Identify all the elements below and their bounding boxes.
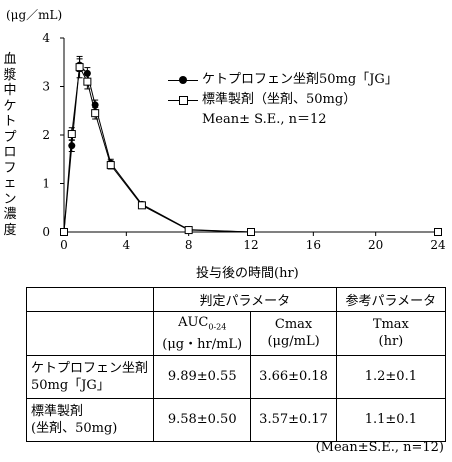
data-point-1-8 — [247, 228, 255, 236]
row-label-reference: 標準製剤 (坐剤、50mg) — [26, 397, 154, 442]
x-tick-label-0: 0 — [60, 238, 68, 252]
table-row: ケトプロフェン坐剤 50mg「JG」 9.89±0.55 3.66±0.18 1… — [26, 354, 447, 399]
table-corner-cell-2 — [26, 311, 154, 356]
cell-tmax-test: 1.2±0.1 — [335, 354, 447, 399]
y-axis-label: 血漿中ケトプロフェン濃度 — [3, 52, 17, 238]
col-header-auc-sub: 0-24 — [208, 322, 227, 332]
cell-cmax-test: 3.66±0.18 — [250, 354, 337, 399]
parameter-table: 判定パラメータ 参考パラメータ AUC0-24 (μg・hr/mL) Cmax … — [26, 287, 447, 442]
legend-label-test: ケトプロフェン坐剤50mg「JG」 — [202, 72, 398, 87]
data-point-0-1 — [68, 142, 76, 150]
data-point-1-9 — [434, 228, 442, 236]
table-corner-cell — [26, 287, 154, 312]
x-tick-label-4: 16 — [306, 238, 321, 252]
x-tick-label-5: 20 — [368, 238, 383, 252]
cell-cmax-reference: 3.57±0.17 — [250, 397, 337, 442]
col-header-tmax: Tmax (hr) — [335, 311, 447, 356]
table-column-header-row: AUC0-24 (μg・hr/mL) Cmax (μg/mL) Tmax (hr… — [26, 311, 447, 356]
data-point-1-0 — [60, 228, 68, 236]
data-point-0-3 — [83, 69, 91, 77]
legend-label-reference: 標準製剤（坐剤、50mg） — [202, 92, 357, 107]
x-tick-label-6: 24 — [430, 238, 446, 252]
x-tick-label-3: 12 — [243, 238, 258, 252]
x-tick-label-1: 4 — [123, 238, 131, 252]
data-point-1-3 — [83, 77, 92, 86]
col-header-cmax-main: Cmax — [274, 317, 313, 333]
cell-tmax-reference: 1.1±0.1 — [335, 397, 447, 442]
cell-auc-test: 9.89±0.55 — [152, 354, 252, 399]
cell-auc-reference: 9.58±0.50 — [152, 397, 252, 442]
open-square-marker-icon — [168, 95, 198, 105]
row-label-reference-line2: (坐剤、50mg) — [31, 420, 118, 436]
col-header-cmax-unit: (μg/mL) — [267, 334, 320, 350]
table-footnote: (Mean±S.E., n=12) — [315, 440, 444, 455]
col-header-auc-main: AUC — [178, 315, 209, 330]
col-header-tmax-unit: (hr) — [378, 334, 404, 350]
legend: ケトプロフェン坐剤50mg「JG」 標準製剤（坐剤、50mg） Mean± S.… — [168, 70, 398, 130]
col-header-cmax: Cmax (μg/mL) — [250, 311, 337, 356]
legend-note: Mean± S.E., n＝12 — [202, 112, 327, 127]
series-line-1 — [63, 65, 438, 233]
y-tick-label-1: 1 — [42, 177, 50, 191]
table-group-header-row: 判定パラメータ 参考パラメータ — [26, 287, 447, 312]
row-label-reference-line1: 標準製剤 — [31, 403, 84, 419]
group-header-judgement: 判定パラメータ — [153, 287, 337, 312]
col-header-tmax-main: Tmax — [372, 317, 409, 333]
data-point-1-7 — [184, 226, 193, 235]
legend-item-test: ケトプロフェン坐剤50mg「JG」 — [168, 70, 398, 90]
y-tick-label-3: 3 — [42, 80, 50, 94]
col-header-auc-unit: (μg・hr/mL) — [162, 336, 243, 352]
x-tick-label-2: 8 — [185, 238, 193, 252]
data-point-1-2 — [75, 63, 84, 72]
data-point-1-1 — [67, 130, 76, 139]
data-point-1-4 — [91, 109, 100, 118]
y-tick-label-0: 0 — [42, 225, 50, 239]
row-label-test-line2: 50mg「JG」 — [31, 377, 110, 393]
y-tick-label-2: 2 — [42, 128, 50, 142]
legend-item-reference: 標準製剤（坐剤、50mg） — [168, 90, 398, 110]
row-label-test: ケトプロフェン坐剤 50mg「JG」 — [26, 354, 154, 399]
group-header-reference: 参考パラメータ — [335, 287, 447, 312]
y-unit-label: (μg／mL) — [6, 8, 63, 22]
data-point-1-6 — [137, 201, 146, 210]
row-label-test-line1: ケトプロフェン坐剤 — [31, 360, 149, 376]
col-header-auc: AUC0-24 (μg・hr/mL) — [152, 311, 252, 356]
table-row: 標準製剤 (坐剤、50mg) 9.58±0.50 3.57±0.17 1.1±0… — [26, 397, 447, 442]
y-tick-label-4: 4 — [42, 31, 50, 45]
data-point-1-5 — [106, 161, 115, 170]
filled-circle-marker-icon — [168, 75, 198, 85]
x-axis-label: 投与後の時間(hr) — [196, 266, 299, 281]
